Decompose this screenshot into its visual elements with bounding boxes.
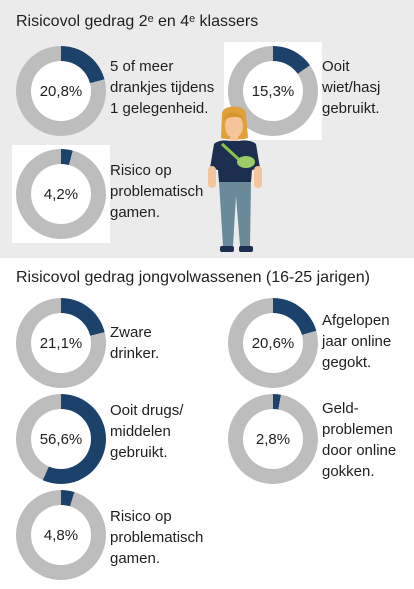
person-illustration-icon <box>208 106 262 252</box>
donut-chart-cannabis: 15,3% <box>224 42 322 140</box>
description-line: problematisch <box>110 183 204 200</box>
description-line: drankjes tijdens <box>110 79 215 96</box>
description-line: problemen <box>322 421 393 438</box>
description-online-gambling: Afgelopen jaar online gegokt. <box>322 310 391 373</box>
description-line: jaar online <box>322 333 392 350</box>
donut-value: 56,6% <box>31 409 91 469</box>
donut-value: 4,2% <box>31 164 91 224</box>
section-title-bottom: Risicovol gedrag jongvolwassenen (16-25 … <box>16 269 370 286</box>
section-title-top: Risicovol gedrag 2ᵉ en 4ᵉ klassers <box>16 13 259 30</box>
shirt-icon <box>210 140 260 182</box>
donut-ring: 2,8% <box>228 394 318 484</box>
description-line: Risico op <box>110 162 172 179</box>
description-line: gebruikt. <box>322 100 380 117</box>
donut-ring: 21,1% <box>16 298 106 388</box>
face-icon <box>225 114 243 138</box>
description-line: middelen <box>110 423 171 440</box>
right-arm-icon <box>254 166 262 188</box>
right-shoe-icon <box>239 246 253 252</box>
donut-value: 21,1% <box>31 313 91 373</box>
donut-value: 20,8% <box>31 61 91 121</box>
donut-chart-drugs: 56,6% <box>12 390 110 488</box>
description-line: gokken. <box>322 463 375 480</box>
description-line: 1 gelegenheid. <box>110 100 209 117</box>
description-gambling-debt: Geld- problemen door online gokken. <box>322 398 396 482</box>
donut-value: 2,8% <box>243 409 303 469</box>
description-line: Afgelopen <box>322 312 390 329</box>
donut-chart-gaming-young-adults: 4,8% <box>12 486 110 584</box>
donut-chart-heavy-drinker: 21,1% <box>12 294 110 392</box>
donut-ring: 20,8% <box>16 46 106 136</box>
pants-icon <box>219 182 251 246</box>
donut-chart-drinks: 20,8% <box>12 42 110 140</box>
donut-chart-online-gambling: 20,6% <box>224 294 322 392</box>
hair-fringe-icon <box>224 112 244 120</box>
description-line: gegokt. <box>322 354 372 371</box>
donut-chart-gambling-debt: 2,8% <box>224 390 322 488</box>
donut-ring: 15,3% <box>228 46 318 136</box>
donut-value: 20,6% <box>243 313 303 373</box>
description-cannabis: Ooit wiet/hasj gebruikt. <box>322 56 380 119</box>
description-heavy-drinker: Zware drinker. <box>110 322 159 364</box>
description-gaming: Risico op problematisch gamen. <box>110 160 203 223</box>
bag-icon <box>237 156 255 168</box>
description-line: Zware <box>110 324 152 341</box>
description-drugs: Ooit drugs/ middelen gebruikt. <box>110 400 183 463</box>
donut-ring: 56,6% <box>16 394 106 484</box>
description-line: drinker. <box>110 345 160 362</box>
donut-value: 4,8% <box>31 505 91 565</box>
description-line: Ooit <box>322 58 350 75</box>
description-drinks: 5 of meer drankjes tijdens 1 gelegenheid… <box>110 56 214 119</box>
description-line: gebruikt. <box>110 444 168 461</box>
left-arm-icon <box>208 166 216 188</box>
description-line: gamen. <box>110 204 161 221</box>
description-line: 5 of meer <box>110 58 174 75</box>
left-shoe-icon <box>220 246 234 252</box>
donut-value: 15,3% <box>243 61 303 121</box>
description-line: gamen. <box>110 550 161 567</box>
description-line: Geld- <box>322 400 359 417</box>
donut-ring: 4,2% <box>16 149 106 239</box>
description-line: wiet/hasj <box>322 79 381 96</box>
description-gaming-young-adults: Risico op problematisch gamen. <box>110 506 203 569</box>
neck-icon <box>230 136 238 142</box>
description-line: Risico op <box>110 508 172 525</box>
description-line: Ooit drugs/ <box>110 402 184 419</box>
description-line: problematisch <box>110 529 204 546</box>
description-line: door online <box>322 442 397 459</box>
donut-ring: 20,6% <box>228 298 318 388</box>
donut-ring: 4,8% <box>16 490 106 580</box>
donut-chart-gaming: 4,2% <box>12 145 110 243</box>
